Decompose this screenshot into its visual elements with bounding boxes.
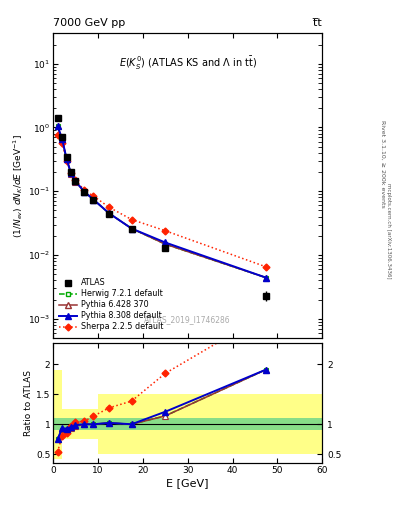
- Legend: ATLAS, Herwig 7.2.1 default, Pythia 6.428 370, Pythia 8.308 default, Sherpa 2.2.: ATLAS, Herwig 7.2.1 default, Pythia 6.42…: [57, 276, 166, 334]
- Text: Rivet 3.1.10, ≥ 200k events: Rivet 3.1.10, ≥ 200k events: [381, 120, 386, 208]
- Text: ATLAS_2019_I1746286: ATLAS_2019_I1746286: [144, 315, 231, 324]
- Text: 7000 GeV pp: 7000 GeV pp: [53, 18, 125, 28]
- X-axis label: E [GeV]: E [GeV]: [166, 478, 209, 488]
- Text: t̅t: t̅t: [314, 18, 322, 28]
- Y-axis label: $(1/N_{ev})$ $dN_K/dE$ [GeV$^{-1}$]: $(1/N_{ev})$ $dN_K/dE$ [GeV$^{-1}$]: [11, 134, 25, 238]
- Text: mcplots.cern.ch [arXiv:1306.3436]: mcplots.cern.ch [arXiv:1306.3436]: [386, 183, 391, 278]
- Y-axis label: Ratio to ATLAS: Ratio to ATLAS: [24, 370, 33, 436]
- Text: $E(K_S^0)$ (ATLAS KS and $\Lambda$ in t$\bar{\mathrm{t}}$): $E(K_S^0)$ (ATLAS KS and $\Lambda$ in t$…: [119, 55, 257, 72]
